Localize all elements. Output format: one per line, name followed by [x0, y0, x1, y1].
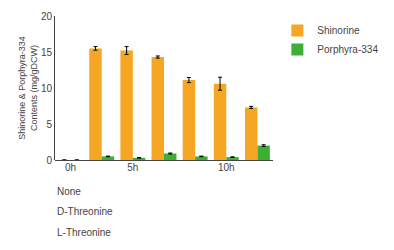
svg-text:0: 0 — [46, 155, 52, 166]
svg-text:L-Threonine: L-Threonine — [57, 227, 111, 238]
svg-text:D-Threonine: D-Threonine — [57, 206, 113, 217]
svg-text:20: 20 — [41, 11, 53, 22]
svg-text:5h: 5h — [127, 162, 138, 173]
svg-text:0h: 0h — [65, 162, 76, 173]
svg-text:10h: 10h — [218, 162, 235, 173]
svg-text:15: 15 — [41, 47, 53, 58]
svg-text:5: 5 — [46, 119, 52, 130]
svg-text:None: None — [57, 186, 81, 197]
svg-text:Shinorine: Shinorine — [317, 25, 360, 36]
svg-text:Shinorine & Porphyra-334Conten: Shinorine & Porphyra-334Contents (mg/gDC… — [17, 36, 39, 140]
svg-text:Porphyra-334: Porphyra-334 — [317, 44, 378, 55]
svg-text:10: 10 — [41, 83, 53, 94]
